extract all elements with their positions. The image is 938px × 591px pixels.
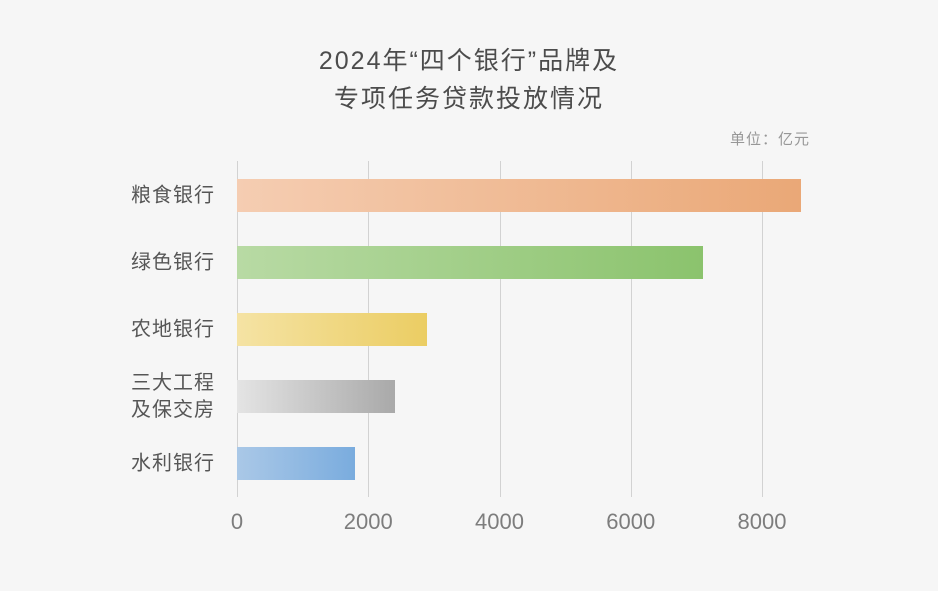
chart-title: 2024年“四个银行”品牌及 专项任务贷款投放情况: [0, 42, 938, 118]
plot-area: [237, 161, 857, 497]
chart-title-line1: 2024年“四个银行”品牌及: [318, 47, 620, 75]
bar-1: [237, 246, 703, 279]
gridline-6000: [630, 161, 632, 497]
x-tick-label-8000: 8000: [737, 509, 787, 534]
x-tick-label-0: 0: [230, 509, 244, 534]
category-label-0: 粮食银行: [131, 184, 215, 206]
gridline-8000: [762, 161, 763, 497]
x-tick-label-6000: 6000: [606, 509, 656, 534]
category-label-4: 水利银行: [131, 452, 215, 474]
bar-0: [237, 179, 802, 212]
x-tick-label-2000: 2000: [343, 509, 393, 534]
category-label-2: 农地银行: [131, 318, 215, 340]
bar-4: [237, 447, 356, 480]
chart-title-line2: 专项任务贷款投放情况: [333, 85, 604, 113]
category-label-1: 绿色银行: [131, 251, 215, 273]
unit-label: 单位：亿元: [729, 131, 810, 148]
bar-3: [237, 380, 395, 413]
x-tick-label-4000: 4000: [475, 509, 524, 534]
gridline-4000: [499, 161, 501, 497]
category-label-3: 三大工程 及保交房: [131, 371, 215, 421]
bar-2: [237, 313, 428, 346]
